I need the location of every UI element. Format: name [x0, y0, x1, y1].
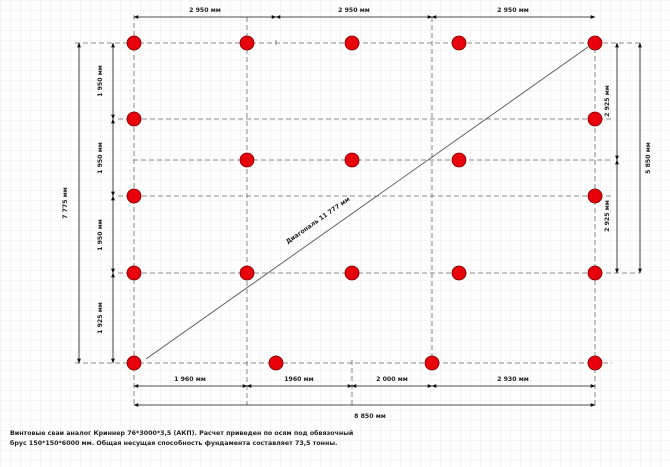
pile-marker [587, 35, 603, 51]
top-dimension-label: 2 950 мм [189, 7, 221, 14]
bottom-dimension-label: 1 960 мм [174, 376, 206, 383]
right-dimension-label: 2 925 мм [604, 200, 611, 232]
pile-marker [587, 188, 603, 204]
right-dimension-label: 2 925 мм [604, 85, 611, 117]
pile-marker [126, 111, 142, 127]
left-total-label: 7 775 мм [62, 187, 69, 219]
bottom-dimension-label: 1960 мм [284, 376, 314, 383]
pile-marker [239, 152, 255, 168]
pile-marker [239, 265, 255, 281]
bottom-dimension-label: 2 930 мм [497, 376, 529, 383]
left-dimension-label: 1 950 мм [97, 142, 104, 174]
diagonal-line [145, 46, 589, 360]
foundation-description: Винтовые сваи аналог Криннер 76*3000*3,5… [10, 429, 370, 449]
pile-marker [344, 265, 360, 281]
pile-marker [451, 265, 467, 281]
diagonal-line [145, 46, 589, 360]
pile-marker [344, 152, 360, 168]
left-dimension-label: 1 925 мм [97, 302, 104, 334]
pile-marker [126, 188, 142, 204]
top-dimension-label: 2 950 мм [497, 7, 529, 14]
pile-marker [268, 355, 284, 371]
caption-line-1: Винтовые сваи аналог Криннер 76*3000*3,5… [10, 430, 354, 437]
pile-marker [451, 152, 467, 168]
total-width-label: 8 850 мм [354, 413, 386, 420]
left-dimension-label: 1 950 мм [97, 65, 104, 97]
pile-marker [587, 265, 603, 281]
top-dimension-label: 2 950 мм [338, 7, 370, 14]
pile-marker [424, 355, 440, 371]
caption-line-2: брус 150*150*6000 мм. Общая несущая спос… [10, 440, 338, 447]
pile-marker [587, 111, 603, 127]
pile-marker [126, 35, 142, 51]
right-total-label: 5 850 мм [645, 142, 652, 174]
pile-marker [587, 355, 603, 371]
pile-marker [344, 35, 360, 51]
pile-markers [126, 35, 603, 371]
pile-marker [451, 35, 467, 51]
pile-marker [126, 265, 142, 281]
dimension-lines [77, 15, 642, 407]
bottom-dimension-label: 2 000 мм [376, 376, 408, 383]
pile-marker [126, 355, 142, 371]
pile-marker [239, 35, 255, 51]
left-dimension-label: 1 950 мм [97, 219, 104, 251]
